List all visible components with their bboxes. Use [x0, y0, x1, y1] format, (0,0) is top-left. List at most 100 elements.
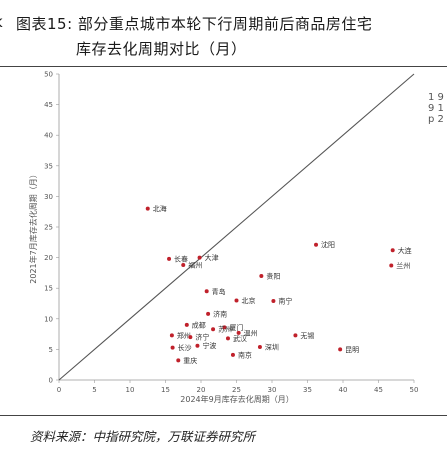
- data-point: 沈阳: [314, 240, 335, 249]
- point-label: 郑州: [177, 332, 191, 340]
- x-tick-label: 45: [374, 386, 383, 394]
- data-point: 北海: [145, 204, 167, 213]
- point-label: 青岛: [212, 287, 226, 296]
- source-note: 资料来源：中指研究院，万联证券研究所: [30, 429, 256, 444]
- data-point: 南宁: [271, 297, 292, 306]
- data-point: 青岛: [204, 287, 226, 296]
- point-marker: [206, 311, 211, 316]
- data-point: 大津: [197, 253, 219, 262]
- title-divider: [0, 66, 447, 67]
- data-point: 兰州: [389, 261, 410, 270]
- point-label: 福州: [188, 260, 202, 269]
- data-point: 南京: [230, 350, 252, 359]
- point-marker: [389, 263, 394, 268]
- chart-axes: 0 5 10 15 20 25 30 35 40 45 50 0 5 10 15 20 25 30 35 40 45 50: [44, 71, 418, 395]
- point-marker: [293, 333, 298, 338]
- reference-line-layer: [58, 73, 415, 381]
- point-label: 大连: [398, 246, 412, 255]
- data-point: 昆明: [338, 346, 359, 354]
- point-label: 长沙: [178, 343, 192, 352]
- data-point: 无锡: [293, 331, 314, 340]
- point-marker: [204, 289, 209, 294]
- data-point: 长沙: [170, 343, 192, 352]
- y-tick-label: 10: [44, 315, 53, 323]
- point-label: 沈阳: [321, 240, 335, 249]
- x-tick-label: 50: [410, 386, 419, 394]
- data-point: 武汉: [225, 334, 247, 343]
- point-label: 北京: [242, 296, 256, 305]
- point-label: 无锡: [300, 331, 314, 340]
- y-tick-label: 40: [44, 132, 53, 140]
- point-marker: [338, 347, 343, 352]
- point-marker: [181, 262, 186, 267]
- x-tick-label: 25: [232, 386, 241, 394]
- point-label: 兰州: [396, 261, 410, 270]
- y-tick-label: 0: [49, 377, 53, 385]
- x-axis-label: 2024年9月库存去化周期（月）: [180, 394, 293, 404]
- right-edge-fragment: 1 9 9 1 p 2: [428, 92, 444, 125]
- y-axis-label: 2021年7月库存去化周期（月）: [28, 170, 38, 283]
- point-label: 苏州: [218, 325, 232, 334]
- point-marker: [271, 299, 276, 304]
- data-point: 贵阳: [259, 271, 280, 280]
- point-marker: [230, 352, 235, 357]
- data-point: 大连: [390, 246, 412, 255]
- reference-diagonal-line: [58, 73, 415, 381]
- point-marker: [169, 333, 174, 338]
- data-point: 温州: [236, 328, 258, 337]
- point-label: 昆明: [345, 346, 359, 354]
- data-point: 济宁: [188, 333, 209, 342]
- point-label: 济宁: [195, 333, 209, 342]
- data-point: 重庆: [176, 356, 197, 365]
- point-marker: [236, 330, 241, 335]
- point-label: 厦门: [229, 323, 243, 332]
- point-label: 宁波: [202, 341, 216, 350]
- x-tick-label: 30: [268, 386, 277, 394]
- point-marker: [195, 343, 200, 348]
- data-point: 郑州: [169, 332, 191, 340]
- data-point: 苏州: [211, 325, 232, 334]
- data-point: 福州: [181, 260, 202, 269]
- y-tick-label: 30: [44, 193, 53, 201]
- data-point: 成都: [184, 320, 206, 329]
- point-marker: [222, 325, 227, 330]
- point-marker: [257, 344, 262, 349]
- point-marker: [259, 273, 264, 278]
- data-point: 宁波: [195, 341, 216, 350]
- point-label: 南宁: [278, 297, 292, 306]
- point-label: 大津: [205, 253, 219, 262]
- x-tick-label: 35: [303, 386, 312, 394]
- y-tick-label: 50: [44, 71, 53, 79]
- y-tick-label: 45: [44, 101, 53, 109]
- point-marker: [188, 335, 193, 340]
- point-label: 武汉: [233, 334, 247, 343]
- y-tick-label: 5: [49, 346, 53, 354]
- point-label: 深圳: [265, 342, 279, 351]
- x-tick-label: 40: [339, 386, 348, 394]
- chart-title-line2: 库存去化周期对比（月）: [76, 40, 247, 58]
- point-label: 成都: [192, 320, 206, 329]
- y-tick-label: 20: [44, 254, 53, 262]
- y-tick-label: 35: [44, 162, 53, 170]
- data-point: 北京: [234, 296, 256, 305]
- point-marker: [170, 345, 175, 350]
- point-marker: [197, 255, 202, 260]
- data-point: 济南: [206, 309, 227, 318]
- point-marker: [167, 256, 172, 261]
- title-prefix: k: [0, 13, 3, 31]
- point-marker: [234, 298, 239, 303]
- x-tick-label: 10: [126, 386, 135, 394]
- point-label: 北海: [153, 204, 167, 213]
- point-label: 长春: [174, 254, 188, 263]
- data-point: 长春: [167, 254, 188, 263]
- source-divider: [0, 415, 447, 416]
- point-marker: [184, 322, 189, 327]
- x-tick-label: 20: [197, 386, 206, 394]
- point-marker: [225, 336, 230, 341]
- data-point: 厦门: [222, 323, 243, 332]
- point-marker: [211, 327, 216, 332]
- point-label: 贵阳: [266, 271, 280, 280]
- point-label: 济南: [213, 309, 227, 318]
